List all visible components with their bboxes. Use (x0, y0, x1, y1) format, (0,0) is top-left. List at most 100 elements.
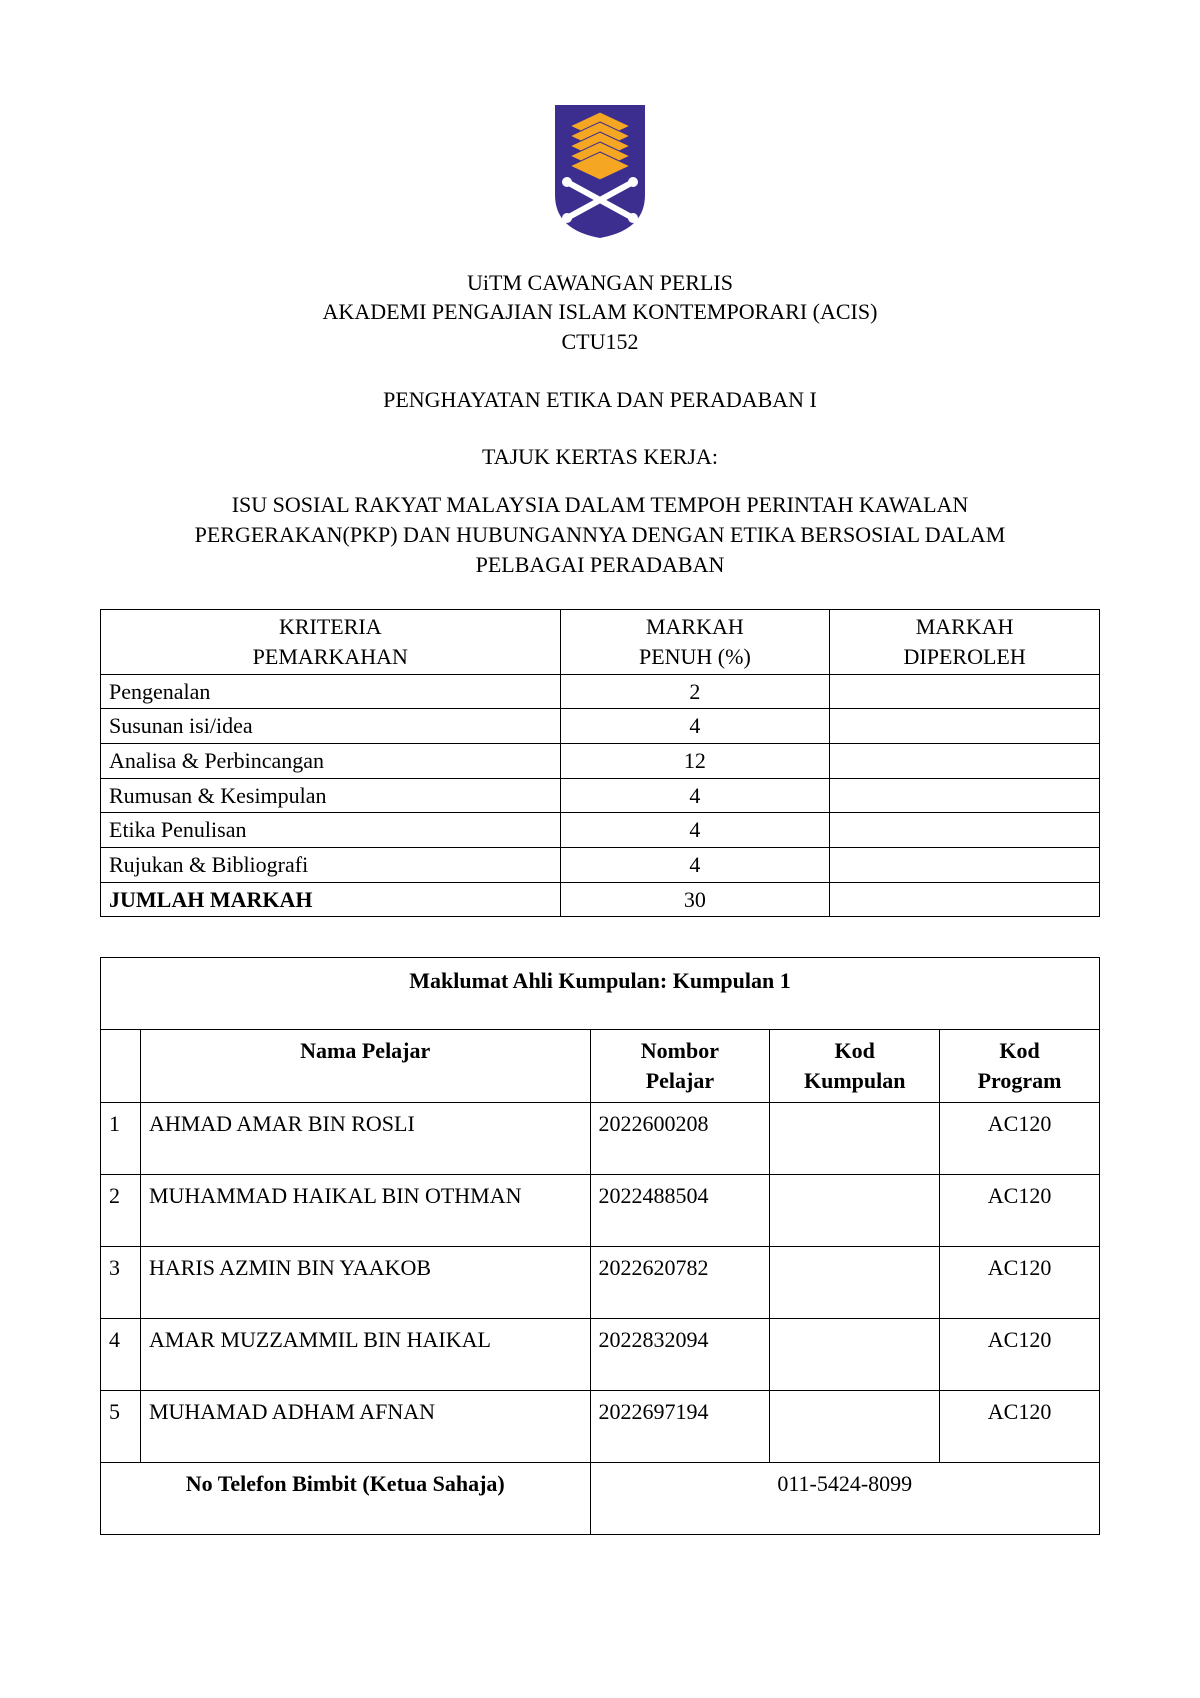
header-kod-program: Kod Program (940, 1030, 1100, 1102)
criteria-header-row: KRITERIA PEMARKAHAN MARKAH PENUH (%) MAR… (101, 610, 1100, 674)
header-penuh-line1: MARKAH (646, 614, 744, 639)
header-markah-penuh: MARKAH PENUH (%) (560, 610, 830, 674)
paper-title-line-2: PERGERAKAN(PKP) DAN HUBUNGANNYA DENGAN E… (100, 520, 1100, 550)
group-title: Maklumat Ahli Kumpulan: Kumpulan 1 (101, 958, 1100, 1030)
paper-title-label: TAJUK KERTAS KERJA: (100, 442, 1100, 472)
member-kod (770, 1174, 940, 1246)
institution-line-1: UiTM CAWANGAN PERLIS (100, 268, 1100, 298)
member-nombor: 2022697194 (590, 1390, 770, 1462)
member-kod (770, 1318, 940, 1390)
criteria-diperoleh (830, 778, 1100, 813)
header-nama: Nama Pelajar (140, 1030, 590, 1102)
criteria-diperoleh (830, 848, 1100, 883)
table-row: 2 MUHAMMAD HAIKAL BIN OTHMAN 2022488504 … (101, 1174, 1100, 1246)
header-num (101, 1030, 141, 1102)
member-nama: MUHAMAD ADHAM AFNAN (140, 1390, 590, 1462)
criteria-label: Analisa & Perbincangan (101, 743, 561, 778)
criteria-table: KRITERIA PEMARKAHAN MARKAH PENUH (%) MAR… (100, 609, 1100, 917)
member-nama: MUHAMMAD HAIKAL BIN OTHMAN (140, 1174, 590, 1246)
members-footer-row: No Telefon Bimbit (Ketua Sahaja) 011-542… (101, 1462, 1100, 1534)
criteria-total-row: JUMLAH MARKAH 30 (101, 882, 1100, 917)
table-row: Rumusan & Kesimpulan 4 (101, 778, 1100, 813)
criteria-penuh: 4 (560, 778, 830, 813)
member-kod (770, 1246, 940, 1318)
member-num: 5 (101, 1390, 141, 1462)
member-prog: AC120 (940, 1390, 1100, 1462)
criteria-label: Pengenalan (101, 674, 561, 709)
header-kod-line1: Kod (835, 1038, 875, 1063)
header-nombor-line2: Pelajar (646, 1068, 714, 1093)
table-row: Etika Penulisan 4 (101, 813, 1100, 848)
member-num: 4 (101, 1318, 141, 1390)
total-penuh: 30 (560, 882, 830, 917)
logo-container (100, 100, 1100, 248)
total-label: JUMLAH MARKAH (101, 882, 561, 917)
criteria-diperoleh (830, 709, 1100, 744)
member-prog: AC120 (940, 1318, 1100, 1390)
criteria-diperoleh (830, 743, 1100, 778)
member-num: 1 (101, 1102, 141, 1174)
criteria-penuh: 2 (560, 674, 830, 709)
header-prog-line2: Program (978, 1068, 1062, 1093)
institution-line-2: AKADEMI PENGAJIAN ISLAM KONTEMPORARI (AC… (100, 297, 1100, 327)
header-diper-line2: DIPEROLEH (904, 644, 1026, 669)
criteria-diperoleh (830, 674, 1100, 709)
member-prog: AC120 (940, 1246, 1100, 1318)
member-prog: AC120 (940, 1102, 1100, 1174)
member-nama: AMAR MUZZAMMIL BIN HAIKAL (140, 1318, 590, 1390)
header-kod-line2: Kumpulan (804, 1068, 906, 1093)
header-kod-kumpulan: Kod Kumpulan (770, 1030, 940, 1102)
header-nombor-line1: Nombor (641, 1038, 719, 1063)
member-nama: HARIS AZMIN BIN YAAKOB (140, 1246, 590, 1318)
footer-phone: 011-5424-8099 (590, 1462, 1100, 1534)
header-diper-line1: MARKAH (916, 614, 1014, 639)
member-nombor: 2022832094 (590, 1318, 770, 1390)
member-kod (770, 1102, 940, 1174)
member-nombor: 2022620782 (590, 1246, 770, 1318)
table-row: 3 HARIS AZMIN BIN YAAKOB 2022620782 AC12… (101, 1246, 1100, 1318)
table-row: 4 AMAR MUZZAMMIL BIN HAIKAL 2022832094 A… (101, 1318, 1100, 1390)
header-nombor: Nombor Pelajar (590, 1030, 770, 1102)
criteria-label: Rujukan & Bibliografi (101, 848, 561, 883)
criteria-label: Susunan isi/idea (101, 709, 561, 744)
paper-title-line-1: ISU SOSIAL RAKYAT MALAYSIA DALAM TEMPOH … (100, 490, 1100, 520)
member-prog: AC120 (940, 1174, 1100, 1246)
header-kriteria-line2: PEMARKAHAN (253, 644, 408, 669)
header-penuh-line2: PENUH (%) (639, 644, 751, 669)
member-nombor: 2022488504 (590, 1174, 770, 1246)
header-markah-diperoleh: MARKAH DIPEROLEH (830, 610, 1100, 674)
uitm-logo-icon (545, 100, 655, 248)
paper-title-line-3: PELBAGAI PERADABAN (100, 550, 1100, 580)
table-row: Rujukan & Bibliografi 4 (101, 848, 1100, 883)
criteria-penuh: 4 (560, 813, 830, 848)
criteria-label: Rumusan & Kesimpulan (101, 778, 561, 813)
table-row: Pengenalan 2 (101, 674, 1100, 709)
member-num: 3 (101, 1246, 141, 1318)
members-header-row: Nama Pelajar Nombor Pelajar Kod Kumpulan… (101, 1030, 1100, 1102)
header-kriteria: KRITERIA PEMARKAHAN (101, 610, 561, 674)
criteria-penuh: 12 (560, 743, 830, 778)
members-table: Maklumat Ahli Kumpulan: Kumpulan 1 Nama … (100, 957, 1100, 1534)
spacer (100, 917, 1100, 957)
member-nama: AHMAD AMAR BIN ROSLI (140, 1102, 590, 1174)
footer-label: No Telefon Bimbit (Ketua Sahaja) (101, 1462, 591, 1534)
group-title-row: Maklumat Ahli Kumpulan: Kumpulan 1 (101, 958, 1100, 1030)
table-row: Susunan isi/idea 4 (101, 709, 1100, 744)
total-diperoleh (830, 882, 1100, 917)
member-num: 2 (101, 1174, 141, 1246)
member-nombor: 2022600208 (590, 1102, 770, 1174)
member-kod (770, 1390, 940, 1462)
course-title: PENGHAYATAN ETIKA DAN PERADABAN I (100, 385, 1100, 415)
institution-header: UiTM CAWANGAN PERLIS AKADEMI PENGAJIAN I… (100, 268, 1100, 357)
criteria-label: Etika Penulisan (101, 813, 561, 848)
table-row: 5 MUHAMAD ADHAM AFNAN 2022697194 AC120 (101, 1390, 1100, 1462)
table-row: 1 AHMAD AMAR BIN ROSLI 2022600208 AC120 (101, 1102, 1100, 1174)
course-code: CTU152 (100, 327, 1100, 357)
table-row: Analisa & Perbincangan 12 (101, 743, 1100, 778)
criteria-penuh: 4 (560, 848, 830, 883)
header-prog-line1: Kod (999, 1038, 1039, 1063)
paper-title: ISU SOSIAL RAKYAT MALAYSIA DALAM TEMPOH … (100, 490, 1100, 579)
criteria-penuh: 4 (560, 709, 830, 744)
criteria-diperoleh (830, 813, 1100, 848)
header-kriteria-line1: KRITERIA (279, 614, 382, 639)
